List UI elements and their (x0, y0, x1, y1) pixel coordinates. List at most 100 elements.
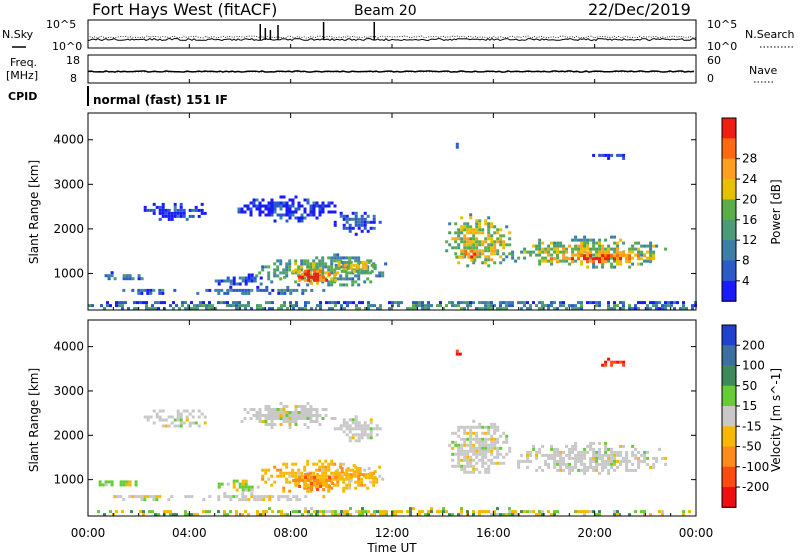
power-cell-3 (214, 279, 218, 283)
velocity-cell-14 (313, 510, 316, 514)
power-cell-16 (109, 304, 112, 308)
power-cell-2 (256, 288, 260, 292)
velocity-cell-7 (466, 458, 470, 462)
velocity-cell-2 (280, 495, 284, 499)
power-cell-9 (586, 241, 590, 245)
velocity-cell-1 (131, 495, 135, 499)
velocity-cell-1 (134, 495, 138, 499)
power-cell-4 (309, 262, 313, 266)
power-cell-7 (502, 243, 506, 247)
velocity-cell-8 (610, 456, 614, 460)
velocity-cell-8 (640, 459, 644, 463)
velocity-cell-7 (499, 434, 503, 438)
velocity-cell-10 (303, 405, 307, 408)
velocity-cell-5 (304, 476, 308, 479)
power-cell-9 (592, 253, 596, 257)
velocity-cell-10 (288, 414, 292, 417)
power-cell-4 (321, 256, 325, 260)
velocity-cell-2 (265, 495, 269, 499)
velocity-cell-4 (285, 462, 289, 466)
power-cell-12 (270, 207, 274, 211)
power-cell-4 (300, 262, 304, 266)
power-cell-4 (378, 271, 382, 275)
power-cell-4 (306, 262, 310, 266)
velocity-cell-14 (283, 513, 286, 517)
velocity-cell-4 (360, 477, 364, 481)
velocity-cell-7 (487, 449, 491, 453)
power-cell-16 (586, 301, 589, 305)
velocity-cell-7 (451, 464, 455, 468)
velocity-cell-8 (580, 450, 584, 454)
velocity-cell-5 (328, 479, 332, 482)
velocity-cell-14 (661, 513, 664, 517)
power-cell-16 (553, 301, 556, 305)
power-cell-7 (487, 249, 491, 253)
power-cell-11 (161, 202, 165, 206)
velocity-cell-7 (490, 452, 494, 456)
power-cell-7 (484, 255, 488, 259)
power-cell-16 (181, 301, 184, 305)
power-cell-11 (182, 214, 186, 218)
power-cell-12 (285, 207, 289, 211)
power-cell-10 (553, 257, 556, 261)
power-cell-16 (181, 304, 184, 308)
power-cell-8 (461, 255, 465, 259)
power-cell-16 (655, 307, 658, 311)
velocity-cell-10 (240, 420, 244, 423)
velocity-cell-8 (592, 456, 596, 460)
velocity-cell-8 (544, 459, 548, 463)
velocity-cell-10 (306, 426, 310, 429)
power-heatmap (88, 142, 697, 311)
power-cell-9 (547, 259, 551, 263)
velocity-cell-9 (161, 409, 165, 413)
velocity-cell-10 (288, 426, 292, 429)
power-cell-13 (360, 229, 364, 233)
power-cell-16 (211, 307, 214, 311)
velocity-cell-7 (451, 452, 455, 456)
power-cell-4 (279, 259, 283, 263)
velocity-cell-10 (279, 402, 283, 405)
power-cell-16 (388, 307, 391, 311)
velocity-cell-2 (295, 498, 299, 502)
nsearch-label: N.Search (745, 28, 795, 41)
nsky-tick-top: 10^5 (46, 18, 76, 31)
power-cell-12 (291, 201, 295, 205)
power-cell-8 (470, 249, 474, 253)
velocity-cell-14 (649, 513, 652, 517)
velocity-cell-11 (345, 421, 349, 425)
power-cell-7 (493, 240, 497, 244)
power-cell-16 (337, 301, 340, 305)
power-cell-12 (261, 198, 265, 202)
power-cell-3 (259, 276, 263, 280)
power-cell-16 (682, 307, 685, 311)
power-cell-16 (541, 307, 544, 311)
velocity-cell-8 (598, 456, 602, 460)
velocity-cell-4 (282, 471, 286, 475)
velocity-cell-8 (646, 456, 650, 460)
velocity-cell-8 (550, 444, 554, 448)
power-cell-16 (499, 301, 502, 305)
velocity-cell-8 (625, 465, 629, 469)
velocity-cell-14 (592, 510, 595, 514)
velocity-cell-8 (649, 465, 653, 469)
velocity-cell-14 (400, 510, 403, 514)
velocity-cell-7 (478, 452, 482, 456)
velocity-cell-14 (583, 513, 586, 517)
power-cell-13 (345, 226, 349, 230)
power-cell-7 (490, 240, 494, 244)
power-cell-9 (664, 247, 668, 251)
velocity-cell-7 (475, 425, 479, 429)
velocity-cell-4 (342, 477, 346, 481)
velocity-cell-7 (457, 461, 461, 465)
power-cell-7 (472, 261, 476, 265)
power-cell-7 (460, 252, 464, 256)
velocity-cell-7 (472, 419, 476, 423)
power-cell-12 (255, 198, 259, 202)
power-cell-12 (294, 195, 298, 199)
velocity-cell-7 (490, 443, 494, 447)
power-cell-10 (550, 257, 553, 261)
power-cell-2 (289, 291, 293, 295)
velocity-cell-14 (514, 510, 517, 514)
power-cell-7 (481, 261, 485, 265)
velocity-cell-7 (460, 458, 464, 462)
